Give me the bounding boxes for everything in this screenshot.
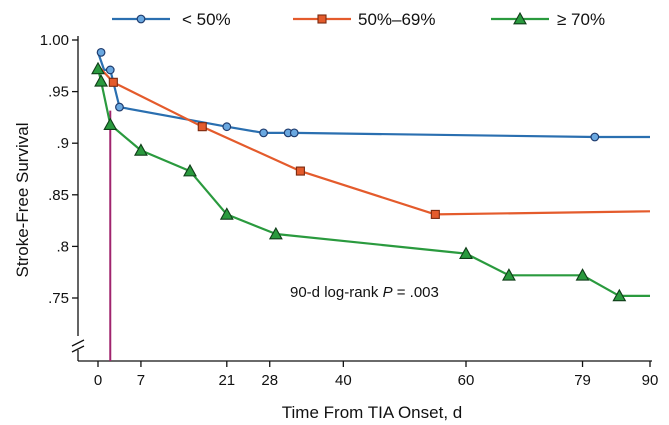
data-point: [219, 207, 234, 220]
legend-marker: [136, 14, 146, 24]
data-point: [197, 122, 207, 132]
legend-label: < 50%: [182, 10, 231, 29]
data-point: [183, 163, 197, 177]
series-line: [97, 65, 651, 216]
axes: .75 .8 .85 .9 .95 1.00 0 7 21 28 40 60 79 90: [40, 32, 659, 389]
legend: < 50% 50%–69% ≥ 70%: [112, 10, 605, 29]
legend-marker: [513, 11, 527, 25]
x-tick-label: 21: [218, 372, 235, 389]
legend-label: 50%–69%: [358, 10, 436, 29]
legend-marker: [317, 14, 327, 24]
x-tick-label: 90: [642, 372, 659, 389]
series-line: [96, 68, 650, 297]
data-point: [430, 209, 440, 219]
data-point: [96, 47, 106, 57]
data-point: [91, 61, 105, 75]
data-point: [108, 77, 118, 87]
log-rank-annotation: 90-d log-rank P = .003: [290, 284, 439, 301]
data-point: [612, 288, 627, 302]
y-tick-label: .75: [48, 290, 69, 307]
data-point: [94, 74, 109, 87]
x-tick-label: 40: [335, 372, 352, 389]
x-tick-label: 7: [137, 372, 145, 389]
data-point: [501, 268, 516, 281]
y-tick-label: .9: [56, 135, 69, 152]
data-point: [222, 122, 232, 132]
x-axis-title: Time From TIA Onset, d: [282, 403, 462, 422]
x-tick-label: 0: [94, 372, 102, 389]
data-point: [575, 268, 590, 281]
data-point: [105, 65, 115, 75]
data-point: [268, 226, 283, 240]
y-tick-label: .8: [56, 238, 69, 255]
y-tick-label: .85: [48, 187, 69, 204]
data-point: [459, 246, 473, 259]
data-point: [259, 128, 269, 138]
y-axis-break-mark: [71, 339, 85, 353]
data-point: [115, 102, 124, 112]
legend-label: ≥ 70%: [557, 10, 605, 29]
plot-area: [91, 47, 651, 361]
series-0: [96, 47, 650, 142]
series-1: [97, 65, 651, 219]
x-tick-label: 79: [574, 372, 591, 389]
series-2: [91, 61, 650, 302]
y-tick-label: 1.00: [40, 32, 69, 49]
y-tick-label: .95: [48, 84, 69, 101]
data-point: [289, 128, 299, 138]
data-point: [295, 166, 305, 176]
x-tick-label: 60: [458, 372, 475, 389]
data-point: [103, 117, 118, 130]
series-line: [96, 52, 650, 139]
data-point: [590, 132, 600, 142]
data-point: [133, 143, 148, 156]
x-tick-label: 28: [261, 372, 278, 389]
y-axis-title: Stroke-Free Survival: [13, 123, 32, 278]
